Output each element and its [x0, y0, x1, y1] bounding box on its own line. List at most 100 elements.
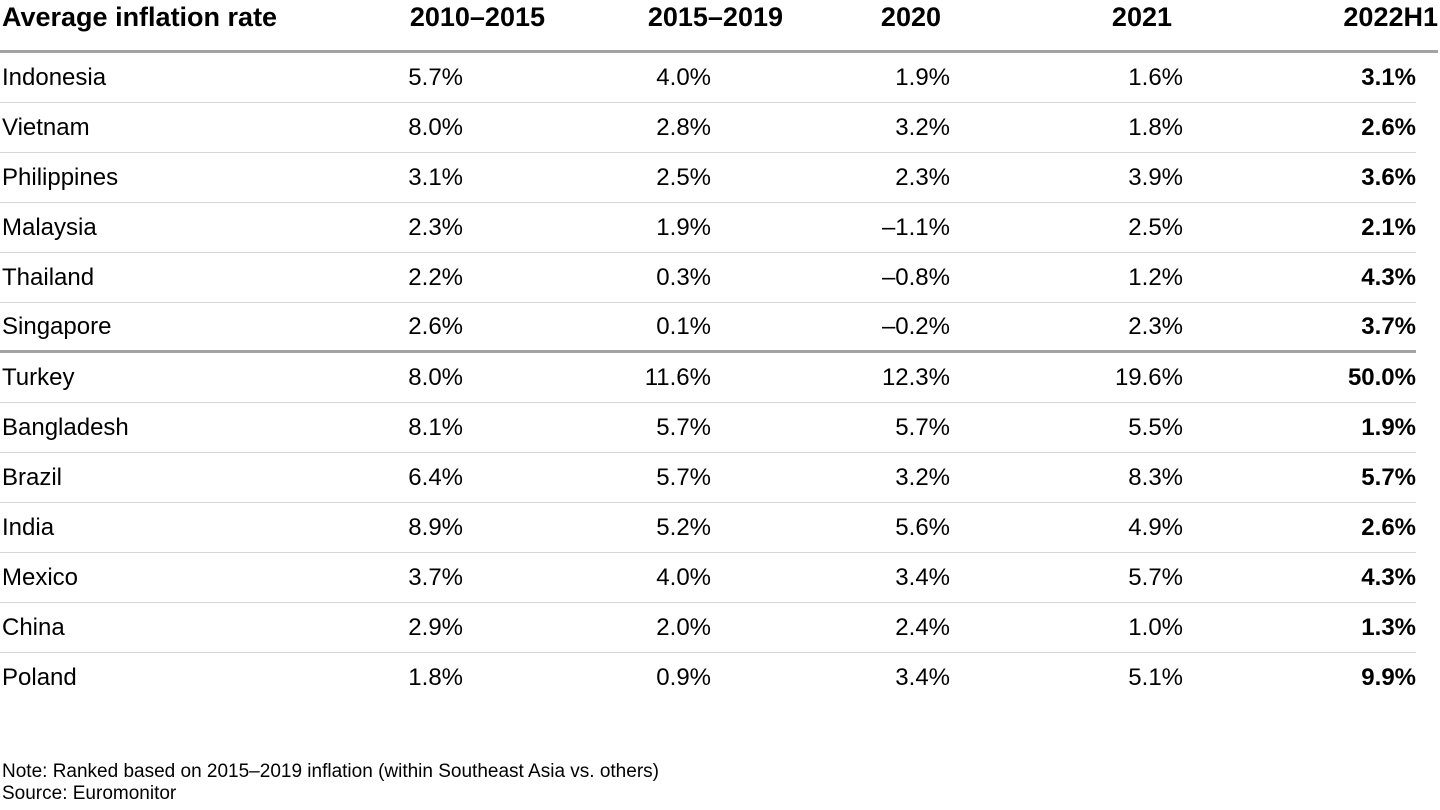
table-row-malaysia: Malaysia 2.3% 1.9% –1.1% 2.5% 2.1%: [0, 203, 1416, 253]
cell-value: 2.8%: [656, 113, 711, 141]
row-country: Vietnam: [2, 113, 90, 141]
row-country: Bangladesh: [2, 413, 129, 441]
cell-value-2022h1: 2.6%: [1361, 513, 1416, 541]
table-row-vietnam: Vietnam 8.0% 2.8% 3.2% 1.8% 2.6%: [0, 103, 1416, 153]
cell-value: 3.4%: [895, 563, 950, 591]
table-row-turkey: Turkey 8.0% 11.6% 12.3% 19.6% 50.0%: [0, 353, 1416, 403]
cell-value: 5.7%: [895, 413, 950, 441]
cell-value: 5.6%: [895, 513, 950, 541]
cell-value: 8.3%: [1128, 463, 1183, 491]
note-text: Note: Ranked based on 2015–2019 inflatio…: [2, 761, 659, 782]
cell-value: 2.2%: [408, 263, 463, 291]
cell-value: 3.2%: [895, 463, 950, 491]
row-country: China: [2, 613, 65, 641]
row-country: Mexico: [2, 563, 79, 591]
header-cell-first: Average inflation rate 2010–2015: [0, 0, 545, 33]
cell-value: 1.6%: [1128, 63, 1183, 91]
cell-value: 1.8%: [1128, 113, 1183, 141]
cell-value: 12.3%: [881, 363, 950, 391]
column-header-2010-2015: 2010–2015: [409, 2, 545, 32]
row-country: Poland: [2, 664, 77, 691]
cell-value: 5.2%: [656, 513, 711, 541]
cell-value: 1.8%: [408, 664, 463, 691]
column-header-2021: 2021: [1111, 2, 1172, 32]
cell-value: 2.0%: [656, 613, 711, 641]
column-header-2020: 2020: [880, 2, 941, 32]
cell-value: 5.7%: [1128, 563, 1183, 591]
cell-value: 0.1%: [656, 312, 711, 340]
table-body: Indonesia 5.7% 4.0% 1.9% 1.6% 3.1% Vietn…: [0, 53, 1416, 703]
cell-value-2022h1: 4.3%: [1361, 263, 1416, 291]
cell-value-2022h1: 3.6%: [1361, 163, 1416, 191]
cell-value: 3.2%: [895, 113, 950, 141]
cell-value: 5.7%: [656, 413, 711, 441]
table-header-row: Average inflation rate 2010–2015 2015–20…: [0, 0, 1438, 53]
cell-value: 8.9%: [408, 513, 463, 541]
row-country: Brazil: [2, 463, 63, 491]
cell-value-2022h1: 50.0%: [1347, 363, 1416, 391]
cell-value: 8.0%: [408, 363, 463, 391]
cell-value: 19.6%: [1114, 363, 1183, 391]
cell-value: 5.7%: [656, 463, 711, 491]
cell-value: 2.3%: [1128, 312, 1183, 340]
cell-value-2022h1: 1.9%: [1361, 413, 1416, 441]
cell-value-2022h1: 3.1%: [1361, 63, 1416, 91]
cell-value: 0.9%: [656, 664, 711, 691]
row-country: Indonesia: [2, 63, 107, 91]
cell-value: –0.2%: [881, 312, 950, 340]
cell-value: 5.5%: [1128, 413, 1183, 441]
cell-value: 4.0%: [656, 563, 711, 591]
row-country: Thailand: [2, 263, 95, 291]
cell-value: 2.4%: [895, 613, 950, 641]
table-row-poland: Poland 1.8% 0.9% 3.4% 5.1% 9.9%: [0, 653, 1416, 703]
column-header-2015-2019: 2015–2019: [647, 2, 783, 32]
cell-value: 1.9%: [656, 213, 711, 241]
cell-value: 3.7%: [408, 563, 463, 591]
table-row-thailand: Thailand 2.2% 0.3% –0.8% 1.2% 4.3%: [0, 253, 1416, 303]
table-row-brazil: Brazil 6.4% 5.7% 3.2% 8.3% 5.7%: [0, 453, 1416, 503]
row-country: Malaysia: [2, 213, 97, 241]
source-text: Source: Euromonitor: [2, 783, 177, 804]
cell-value: 4.9%: [1128, 513, 1183, 541]
cell-value: 2.5%: [1128, 213, 1183, 241]
cell-value-2022h1: 5.7%: [1361, 463, 1416, 491]
column-header-2022h1: 2022H1: [1343, 2, 1438, 32]
cell-value: 2.9%: [408, 613, 463, 641]
cell-value-2022h1: 3.7%: [1361, 312, 1416, 340]
cell-value: 5.1%: [1128, 664, 1183, 691]
cell-value: 3.9%: [1128, 163, 1183, 191]
cell-value: 5.7%: [408, 63, 463, 91]
cell-value: 2.3%: [408, 213, 463, 241]
cell-value: 3.1%: [408, 163, 463, 191]
table-row-india: India 8.9% 5.2% 5.6% 4.9% 2.6%: [0, 503, 1416, 553]
cell-value: 2.3%: [895, 163, 950, 191]
table-row-mexico: Mexico 3.7% 4.0% 3.4% 5.7% 4.3%: [0, 553, 1416, 603]
cell-value-2022h1: 2.6%: [1361, 113, 1416, 141]
cell-value: 2.6%: [408, 312, 463, 340]
cell-value: 8.0%: [408, 113, 463, 141]
cell-value-2022h1: 4.3%: [1361, 563, 1416, 591]
cell-value-2022h1: 2.1%: [1361, 213, 1416, 241]
cell-value: 2.5%: [656, 163, 711, 191]
row-country: India: [2, 513, 55, 541]
cell-value: 3.4%: [895, 664, 950, 691]
cell-value: 1.0%: [1128, 613, 1183, 641]
footnotes: Note: Ranked based on 2015–2019 inflatio…: [0, 761, 1440, 805]
cell-value-2022h1: 9.9%: [1361, 664, 1416, 691]
row-country: Singapore: [2, 312, 112, 340]
table-row-singapore: Singapore 2.6% 0.1% –0.2% 2.3% 3.7%: [0, 303, 1416, 353]
cell-value: 6.4%: [408, 463, 463, 491]
cell-value: 1.2%: [1128, 263, 1183, 291]
cell-value: 1.9%: [895, 63, 950, 91]
cell-value-2022h1: 1.3%: [1361, 613, 1416, 641]
table-row-bangladesh: Bangladesh 8.1% 5.7% 5.7% 5.5% 1.9%: [0, 403, 1416, 453]
row-country: Turkey: [2, 363, 75, 391]
table-title: Average inflation rate: [2, 2, 278, 32]
table-row-china: China 2.9% 2.0% 2.4% 1.0% 1.3%: [0, 603, 1416, 653]
cell-value: 0.3%: [656, 263, 711, 291]
row-country: Philippines: [2, 163, 119, 191]
table-row-indonesia: Indonesia 5.7% 4.0% 1.9% 1.6% 3.1%: [0, 53, 1416, 103]
table-row-philippines: Philippines 3.1% 2.5% 2.3% 3.9% 3.6%: [0, 153, 1416, 203]
cell-value: –1.1%: [881, 213, 950, 241]
